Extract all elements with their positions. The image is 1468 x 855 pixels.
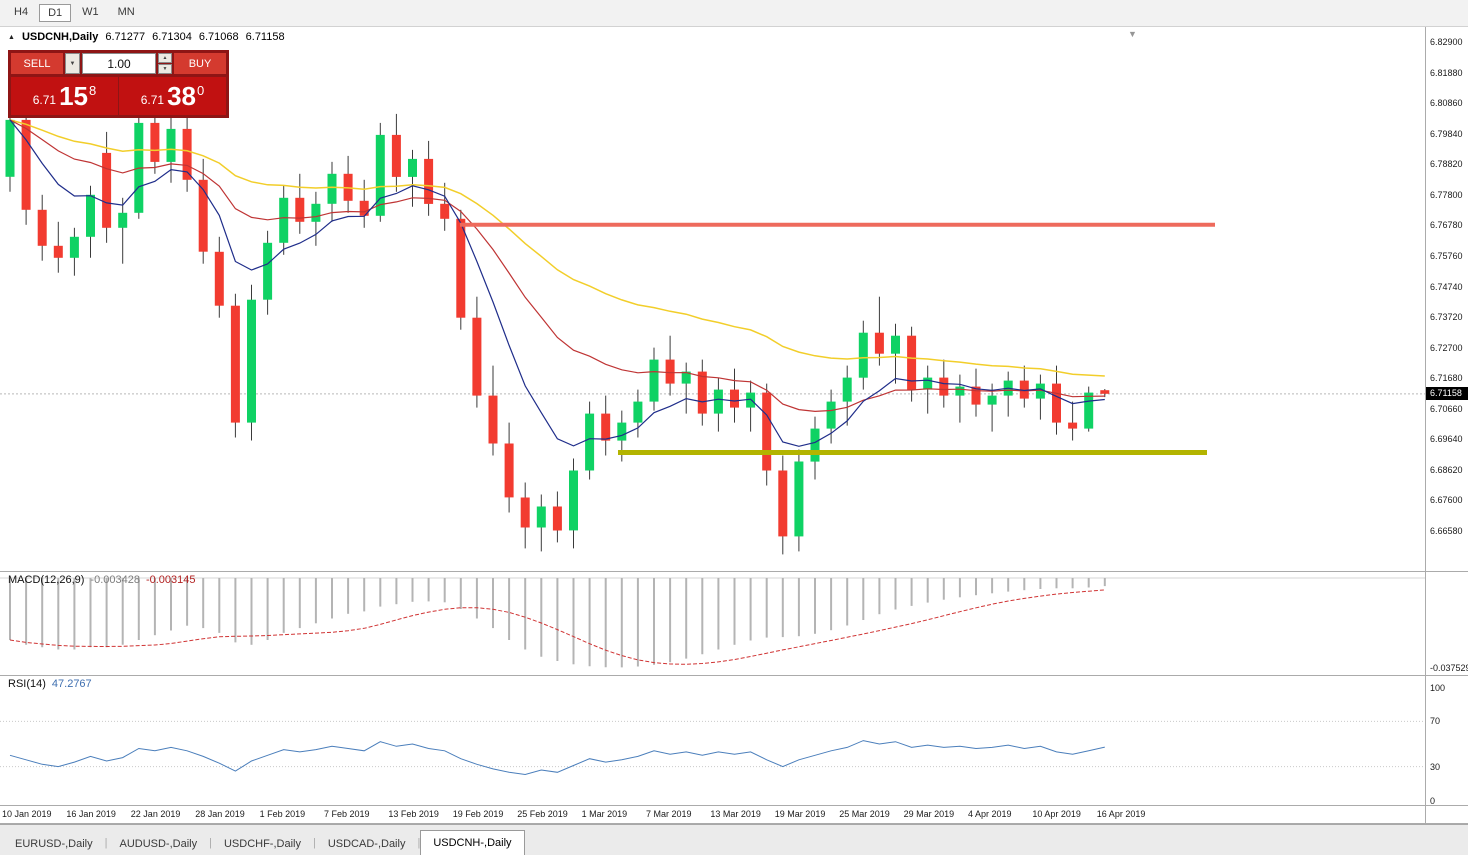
timeframe-tab-mn[interactable]: MN [117, 6, 135, 18]
macd-axis-label: -0.037529 [1430, 662, 1468, 673]
date-axis-label: 4 Apr 2019 [968, 809, 1012, 819]
ohlc-low: 6.71068 [198, 31, 239, 43]
timeframe-tab-d1[interactable]: D1 [39, 4, 72, 22]
date-axis-label: 13 Mar 2019 [710, 809, 761, 819]
date-axis-label: 1 Feb 2019 [259, 809, 306, 819]
sell-button[interactable]: SELL [11, 53, 63, 74]
macd-main-value: -0.003428 [90, 574, 140, 586]
date-axis-label: 7 Mar 2019 [646, 809, 692, 819]
ohlc-high: 6.71304 [152, 31, 192, 43]
price-axis-label: 6.74740 [1430, 281, 1463, 292]
tab-separator: | [417, 837, 421, 849]
ohlc-open: 6.71277 [105, 31, 146, 43]
rsi-label: RSI(14) [8, 678, 46, 690]
ohlc-close: 6.71158 [245, 31, 285, 43]
date-axis-label: 19 Mar 2019 [774, 809, 826, 819]
timeframe-tab-w1[interactable]: W1 [82, 6, 99, 18]
macd-label: MACD(12,26,9) [8, 574, 85, 586]
sell-price-sup: 8 [89, 82, 97, 98]
price-axis-label: 6.72700 [1430, 342, 1463, 353]
tab-separator: | [104, 837, 108, 849]
spin-down-icon[interactable]: ▼ [158, 64, 172, 74]
price-axis-label: 6.77800 [1430, 189, 1463, 200]
price-axis-label: 6.76780 [1430, 220, 1463, 231]
date-axis-label: 28 Jan 2019 [195, 809, 245, 819]
date-axis-label: 1 Mar 2019 [581, 809, 628, 819]
macd-signal-line [9, 589, 1105, 665]
tab-separator: | [312, 837, 316, 849]
date-axis-label: 22 Jan 2019 [130, 809, 181, 819]
price-axis[interactable]: 6.82900 6.81880 6.80860 6.79840 6.78820 6.778… [1425, 0, 1468, 824]
chart-shift-marker-icon[interactable]: ▼ [1128, 29, 1137, 39]
buy-price-button[interactable]: 6.71 38 0 [119, 77, 226, 115]
date-axis-label: 16 Jan 2019 [66, 809, 116, 819]
price-axis-label: 6.73720 [1430, 312, 1463, 323]
macd-signal-value: -0.003145 [145, 574, 196, 586]
rsi-axis-label: 100 [1430, 682, 1446, 693]
sell-price-main: 15 [59, 81, 89, 111]
one-click-trading-panel: SELL ▼ 1.00 ▲ ▼ BUY 6.71 15 8 6.71 38 0 [8, 50, 229, 118]
sell-price-button[interactable]: 6.71 15 8 [11, 77, 118, 115]
chart-symbol-period: USDCNH,Daily [21, 31, 99, 43]
price-axis-label: 6.69640 [1430, 434, 1463, 445]
price-axis-label: 6.81880 [1430, 67, 1463, 78]
price-axis-label: 6.78820 [1430, 159, 1463, 170]
date-axis-label: 19 Feb 2019 [452, 809, 504, 819]
tab-separator: | [209, 837, 212, 849]
chart-tab-audusd-daily[interactable]: AUDUSD-,Daily [119, 837, 198, 850]
chart-tab-usdchf-daily[interactable]: USDCHF-,Daily [223, 837, 301, 850]
price-axis-label: 6.75760 [1430, 250, 1463, 261]
price-axis-label: 6.71680 [1430, 373, 1463, 384]
price-axis-label: 6.79840 [1430, 128, 1463, 139]
date-axis-label: 10 Apr 2019 [1032, 809, 1081, 819]
rsi-line [9, 740, 1105, 776]
rsi-header: RSI(14) 47.2767 [8, 678, 92, 690]
chart-ohlc-header: ▲ USDCNH,Daily 6.71277 6.71304 6.71068 6… [8, 31, 285, 43]
date-axis-label: 7 Feb 2019 [324, 809, 370, 819]
buy-price-prefix: 6.71 [140, 92, 165, 107]
chart-tab-usdcnh-daily[interactable]: USDCNH-,Daily [420, 830, 525, 855]
date-axis-label: 29 Mar 2019 [903, 809, 955, 819]
rsi-axis-label: 0 [1430, 795, 1436, 806]
price-axis-label: 6.68620 [1430, 464, 1463, 475]
volume-dropdown-icon[interactable]: ▼ [65, 53, 80, 74]
price-axis-label: 6.80860 [1430, 98, 1463, 109]
price-axis-label: 6.67600 [1430, 495, 1463, 506]
sell-price-prefix: 6.71 [32, 92, 57, 107]
current-price-box: 6.71158 [1426, 387, 1468, 401]
date-axis-label: 25 Feb 2019 [517, 809, 568, 819]
price-axis-label: 6.82900 [1430, 36, 1463, 47]
timeframe-tab-h4[interactable]: H4 [14, 6, 29, 18]
macd-header: MACD(12,26,9) -0.003428 -0.003145 [8, 574, 196, 586]
buy-price-sup: 0 [197, 82, 205, 98]
buy-price-main: 38 [167, 81, 197, 111]
date-axis[interactable]: 10 Jan 2019 16 Jan 2019 22 Jan 2019 28 Jan … [0, 806, 1425, 824]
collapse-icon[interactable]: ▲ [8, 33, 15, 41]
price-axis-label: 6.70660 [1430, 403, 1463, 414]
bottom-tab-bar: EURUSD-,Daily | AUDUSD-,Daily | USDCHF-,Dail… [0, 824, 1468, 855]
volume-stepper: ▲ ▼ [158, 53, 172, 74]
macd-histogram [9, 578, 1106, 668]
date-axis-label: 13 Feb 2019 [388, 809, 439, 819]
candles-layer [5, 104, 1110, 555]
date-axis-label: 16 Apr 2019 [1096, 809, 1146, 819]
chart-tab-eurusd-daily[interactable]: EURUSD-,Daily [15, 837, 93, 850]
price-axis-label: 6.66580 [1430, 526, 1463, 537]
rsi-axis-label: 30 [1430, 761, 1441, 772]
volume-input[interactable]: 1.00 [82, 53, 156, 74]
buy-button[interactable]: BUY [174, 53, 226, 74]
rsi-value: 47.2767 [51, 678, 92, 690]
timeframe-toolbar: H4 D1 W1 MN [0, 0, 1468, 27]
timeframe-tabs: H4 D1 W1 MN [6, 4, 143, 22]
rsi-axis-label: 70 [1430, 716, 1441, 727]
date-axis-label: 25 Mar 2019 [839, 809, 890, 819]
chart-tab-usdcad-daily[interactable]: USDCAD-,Daily [327, 837, 406, 850]
chart-tabs: EURUSD-,Daily | AUDUSD-,Daily | USDCHF-,Dail… [3, 830, 525, 855]
date-axis-label: 10 Jan 2019 [2, 809, 52, 819]
spin-up-icon[interactable]: ▲ [158, 53, 172, 63]
